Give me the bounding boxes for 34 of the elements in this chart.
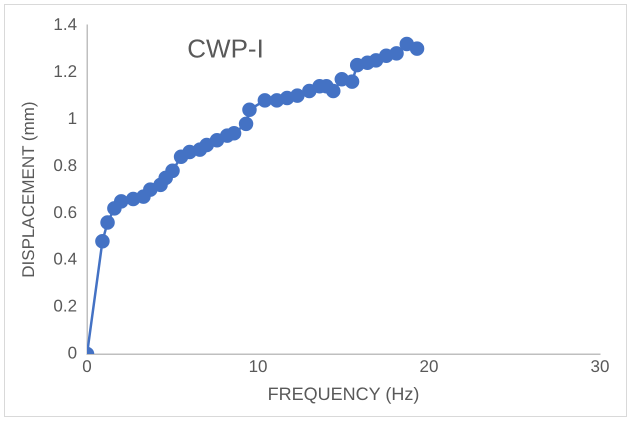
point — [100, 215, 115, 230]
point — [199, 138, 214, 152]
x-axis-title: FREQUENCY (Hz) — [268, 384, 420, 404]
point — [165, 164, 180, 178]
point — [114, 194, 128, 209]
point — [143, 182, 158, 197]
y-tick-label: 0.2 — [53, 296, 78, 316]
point — [344, 74, 360, 89]
x-tick-label: 0 — [82, 356, 92, 376]
point — [238, 116, 254, 132]
chart-title: CWP-I — [187, 33, 264, 64]
point — [226, 126, 242, 140]
y-tick-label: 0.8 — [53, 156, 78, 175]
y-tick-label: 0.6 — [53, 202, 78, 222]
point — [410, 41, 424, 56]
point — [302, 84, 317, 98]
x-tick-label: 30 — [590, 356, 610, 376]
point — [258, 93, 272, 108]
y-tick-label: 1 — [68, 108, 78, 128]
y-axis-title: DISPLACEMENT (mm) — [18, 101, 38, 278]
point — [400, 36, 414, 52]
y-tick-label: 1.2 — [53, 62, 78, 81]
y-tick-label: 1.4 — [53, 14, 78, 34]
point — [290, 88, 305, 103]
point — [389, 46, 404, 61]
point — [210, 133, 224, 148]
y-tick-label: 0 — [68, 344, 78, 363]
y-tick-label: 0.4 — [53, 250, 78, 269]
x-tick-label: 10 — [248, 356, 268, 376]
point — [368, 53, 384, 68]
point — [95, 234, 110, 249]
point — [242, 102, 257, 117]
x-tick-label: 20 — [420, 356, 438, 376]
point — [326, 84, 341, 98]
